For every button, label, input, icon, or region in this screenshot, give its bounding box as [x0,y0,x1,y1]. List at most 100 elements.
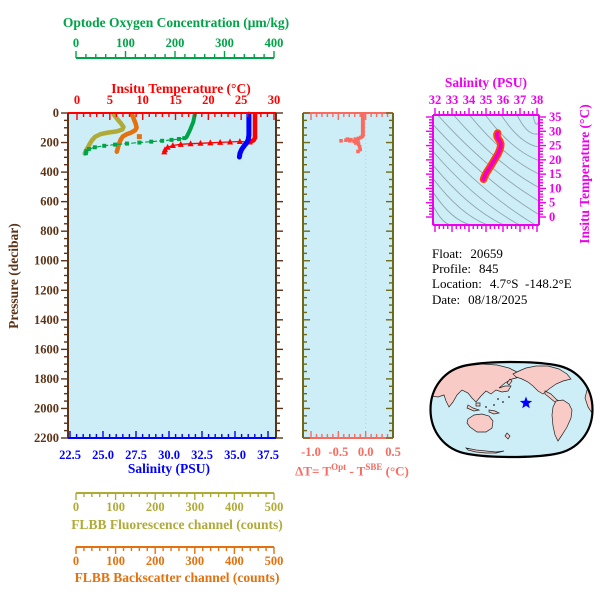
svg-text:0: 0 [549,210,555,224]
location-line: Location: 4.7°S -148.2°E [432,276,572,291]
svg-text:100: 100 [106,500,125,514]
float-info: Float: 20659 Profile: 845 Location: 4.7°S -… [432,246,572,307]
date-value: 08/18/2025 [468,291,528,307]
svg-text:34: 34 [463,93,476,107]
svg-text:100: 100 [116,36,135,50]
temperature-series [161,111,258,155]
svg-text:33: 33 [446,93,459,107]
delta-t-panel-background [303,113,393,438]
delta-t-sup-opt: Opt [331,462,347,472]
svg-text:600: 600 [40,195,59,209]
oxygen-axis: 0 100 200 300 400 [73,36,283,59]
svg-text:300: 300 [185,554,204,568]
svg-text:400: 400 [225,554,244,568]
svg-text:1200: 1200 [34,283,59,297]
svg-text:27.5: 27.5 [125,448,147,462]
delta-t-axis-rightside [386,112,394,439]
svg-text:1400: 1400 [34,313,59,327]
svg-text:37: 37 [514,93,527,107]
svg-text:200: 200 [166,36,185,50]
landmass-eurasia [430,363,521,408]
svg-text:300: 300 [215,36,234,50]
svg-text:10: 10 [549,181,562,195]
float-label: Float: [432,246,463,261]
temperature-axis: 0 5 10 15 20 25 30 [68,93,280,120]
svg-text:200: 200 [40,136,59,150]
date-label: Date: [432,291,461,307]
oxygen-series [83,112,197,156]
svg-text:200: 200 [146,500,165,514]
date-line: Date: 08/18/2025 [432,292,572,307]
svg-text:32: 32 [429,93,442,107]
temperature-axis-title: Insitu Temperature (°C) [111,81,251,96]
backscatter-axis-title: FLBB Backscatter channel (counts) [74,570,280,585]
delta-t-title-part: (°C) [382,463,409,479]
landmass-australia [466,413,494,433]
ts-temp-axis-left [426,115,434,225]
svg-text:20: 20 [202,93,215,107]
svg-text:35.0: 35.0 [224,448,246,462]
svg-text:25.0: 25.0 [92,448,114,462]
ts-track-series [479,129,505,184]
salinity-axis-title: Salinity (PSU) [127,461,211,476]
fluorescence-series [82,111,126,156]
svg-text:30: 30 [549,124,562,138]
delta-t-axis-title: ΔT= TOpt - TSBE (°C) [277,462,427,479]
svg-text:37.5: 37.5 [257,448,279,462]
svg-text:1000: 1000 [34,254,59,268]
map-outline [429,360,594,459]
float-location-star [519,396,533,409]
svg-text:0: 0 [74,93,80,107]
profile-label: Profile: [432,261,471,277]
profile-value: 845 [479,261,499,277]
fluorescence-axis: 0 100 200 300 400 500 [73,492,284,514]
svg-text:30.0: 30.0 [158,448,180,462]
delta-t-sup-sbe: SBE [365,462,383,472]
svg-text:0.0: 0.0 [358,445,374,459]
salinity-series [236,111,252,160]
profile-line: Profile: 845 [432,261,572,276]
svg-text:200: 200 [146,554,165,568]
world-map [429,360,594,459]
svg-text:0: 0 [53,106,59,120]
svg-text:2000: 2000 [34,401,59,415]
svg-text:38: 38 [531,93,544,107]
svg-text:32.5: 32.5 [191,448,213,462]
svg-text:300: 300 [185,500,204,514]
svg-text:22.5: 22.5 [59,448,81,462]
svg-text:36: 36 [497,93,510,107]
svg-text:500: 500 [265,500,284,514]
landmass-new-zealand [504,432,511,440]
backscatter-axis: 0 100 200 300 400 500 [73,546,283,568]
delta-t-series [339,112,365,154]
oxygen-axis-title: Optode Oxygen Concentration (μm/kg) [62,15,290,30]
ts-salinity-axis-top: 32 33 34 35 36 37 38 [429,93,544,116]
pressure-axis-right [275,112,283,439]
ts-salinity-axis-bottom [433,224,539,232]
svg-text:5: 5 [549,196,555,210]
svg-text:400: 400 [40,165,59,179]
location-value: 4.7°S -148.2°E [489,276,572,292]
svg-text:0: 0 [73,500,79,514]
svg-text:0: 0 [73,36,79,50]
delta-t-axis-bottom: -1.0 -0.5 0.0 0.5 [301,431,401,459]
svg-text:25: 25 [235,93,248,107]
landmass-antarctica [464,447,505,454]
pressure-axis-title: Pressure (decibar) [6,223,21,329]
float-id-line: Float: 20659 [432,246,572,261]
svg-text:400: 400 [225,500,244,514]
svg-text:30: 30 [268,93,281,107]
svg-text:35: 35 [480,93,493,107]
svg-text:-1.0: -1.0 [301,445,321,459]
ts-temperature-axis-title: Insitu Temperature (°C) [577,104,592,244]
svg-text:35: 35 [549,110,562,124]
main-profile-panel-background [68,113,276,438]
svg-text:15: 15 [169,93,182,107]
svg-text:5: 5 [107,93,113,107]
location-label: Location: [432,276,482,292]
svg-text:25: 25 [549,139,562,153]
delta-t-title-part: - T [346,463,366,479]
svg-text:2200: 2200 [34,431,59,445]
fluorescence-axis-title: FLBB Fluorescence channel (counts) [71,517,283,532]
